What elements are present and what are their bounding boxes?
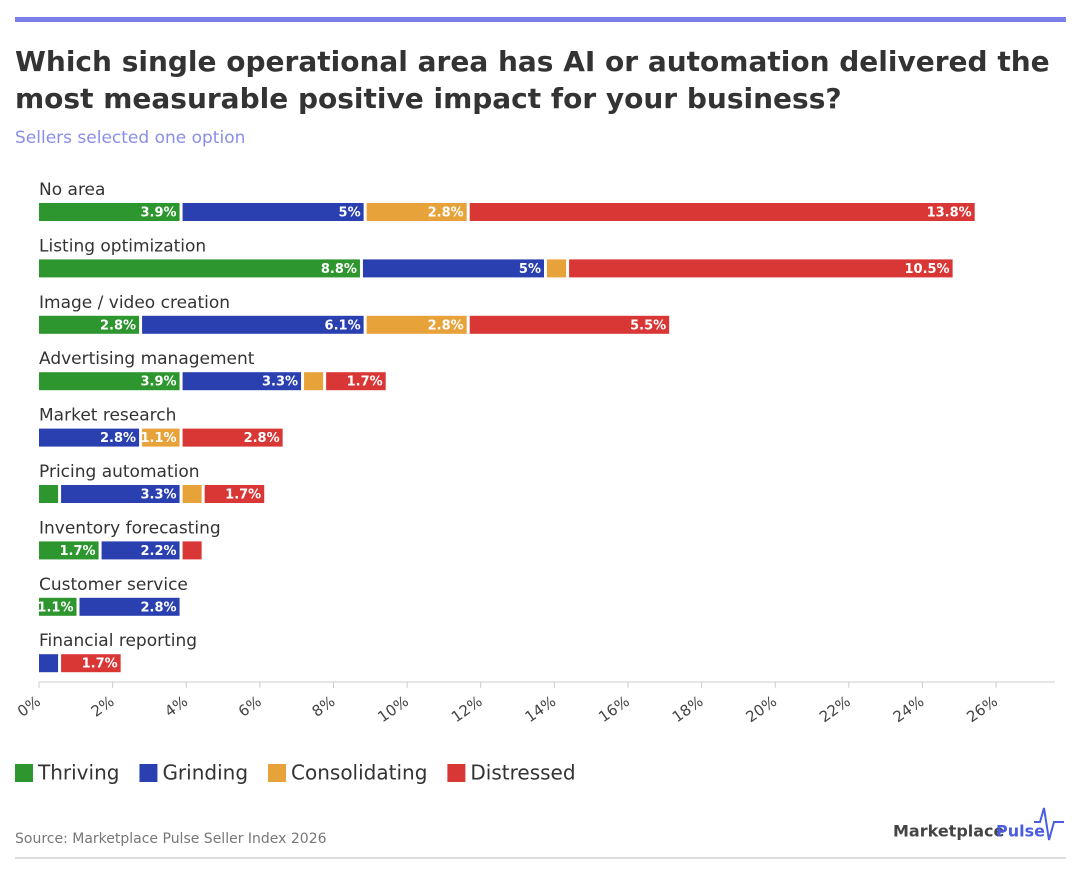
value-label: 3.9% (141, 206, 177, 221)
category-label: No area (39, 180, 105, 200)
legend-swatch (268, 764, 287, 782)
category-label: Customer service (39, 575, 188, 595)
top-rule (15, 17, 1066, 22)
bar-segment (39, 315, 140, 334)
value-label: 13.8% (927, 206, 972, 221)
x-tick-label: 0% (14, 692, 44, 720)
chart-title: Which single operational area has AI or … (15, 45, 1050, 78)
category-label: Inventory forecasting (39, 518, 221, 538)
value-label: 5% (339, 206, 361, 221)
value-label: 1.1% (37, 600, 73, 615)
value-label: 2.8% (244, 431, 280, 446)
bar-segment (182, 203, 364, 221)
bar-segment (326, 372, 386, 391)
bar-segment (39, 259, 360, 278)
source: Source: Marketplace Pulse Seller Index 2… (15, 831, 327, 847)
value-label: 1.7% (225, 488, 261, 503)
value-label: 3.9% (141, 375, 177, 390)
x-tick-label: 8% (309, 692, 339, 720)
value-label: 1.7% (60, 544, 96, 559)
legend-swatch (15, 764, 33, 782)
legend-swatch (139, 764, 158, 782)
x-tick-label: 10% (374, 692, 412, 726)
chart-title: most measurable positive impact for your… (15, 82, 842, 115)
category-label: Pricing automation (39, 462, 200, 482)
value-label: 1.7% (82, 657, 118, 672)
value-label: 10.5% (904, 262, 949, 277)
value-label: 6.1% (325, 318, 361, 333)
x-tick-label: 26% (963, 692, 1001, 726)
bar-segment (79, 597, 180, 616)
bar-segment (142, 315, 364, 334)
bar-segment (61, 654, 121, 673)
category-label: Advertising management (39, 349, 255, 369)
value-label: 1.7% (347, 375, 383, 390)
bar-segment (182, 372, 302, 391)
value-label: 2.8% (100, 431, 136, 446)
category-label: Listing optimization (39, 236, 206, 256)
bar-segment (182, 541, 202, 560)
value-label: 5% (519, 262, 541, 277)
bar-segment (469, 315, 670, 334)
category-label: Image / video creation (39, 293, 230, 313)
x-tick-label: 16% (595, 692, 633, 726)
bar-segment (39, 654, 59, 673)
x-tick-label: 2% (88, 692, 118, 720)
value-label: 1.1% (141, 431, 177, 446)
legend-swatch (447, 764, 466, 782)
bar-segment (61, 485, 180, 503)
brand: Pulse (996, 822, 1045, 841)
legend-label: Thriving (37, 761, 119, 785)
bar-segment (39, 372, 180, 391)
bar-segment (101, 541, 180, 560)
x-tick-label: 24% (890, 692, 928, 726)
x-tick-label: 22% (816, 692, 854, 726)
bar-segment (182, 428, 283, 447)
x-tick-label: 20% (742, 692, 780, 726)
x-tick-label: 4% (161, 692, 191, 720)
bar-segment (569, 259, 953, 278)
value-label: 2.2% (141, 544, 177, 559)
value-label: 3.3% (262, 375, 298, 390)
brand-icon (1034, 807, 1064, 841)
bar-segment (39, 485, 59, 503)
bar-segment (469, 203, 975, 221)
bar-segment (366, 203, 467, 221)
chart-subtitle: Sellers selected one option (15, 128, 245, 148)
value-label: 2.8% (100, 318, 136, 333)
bar-segment (39, 203, 180, 221)
value-label: 8.8% (321, 262, 357, 277)
x-tick-label: 6% (235, 692, 265, 720)
brand: Marketplace (893, 822, 1005, 841)
value-label: 5.5% (630, 318, 666, 333)
value-label: 3.3% (141, 488, 177, 503)
bar-segment (362, 259, 544, 278)
bar-segment (304, 372, 324, 391)
bar-segment (366, 315, 467, 334)
bar-segment (204, 485, 265, 503)
category-label: Market research (39, 406, 176, 426)
bar-segment (547, 259, 567, 278)
legend-label: Grinding (162, 761, 248, 785)
x-tick-label: 14% (522, 692, 560, 726)
legend-label: Consolidating (291, 761, 427, 785)
bar-segment (142, 428, 180, 447)
x-tick-label: 12% (448, 692, 486, 726)
category-label: Financial reporting (39, 631, 197, 651)
legend-label: Distressed (470, 761, 575, 785)
x-tick-label: 18% (669, 692, 707, 726)
value-label: 2.8% (428, 206, 464, 221)
bar-segment (182, 485, 202, 503)
value-label: 2.8% (428, 318, 464, 333)
bar-segment (39, 597, 77, 616)
bar-segment (39, 541, 99, 560)
value-label: 2.8% (141, 600, 177, 615)
bar-segment (39, 428, 140, 447)
